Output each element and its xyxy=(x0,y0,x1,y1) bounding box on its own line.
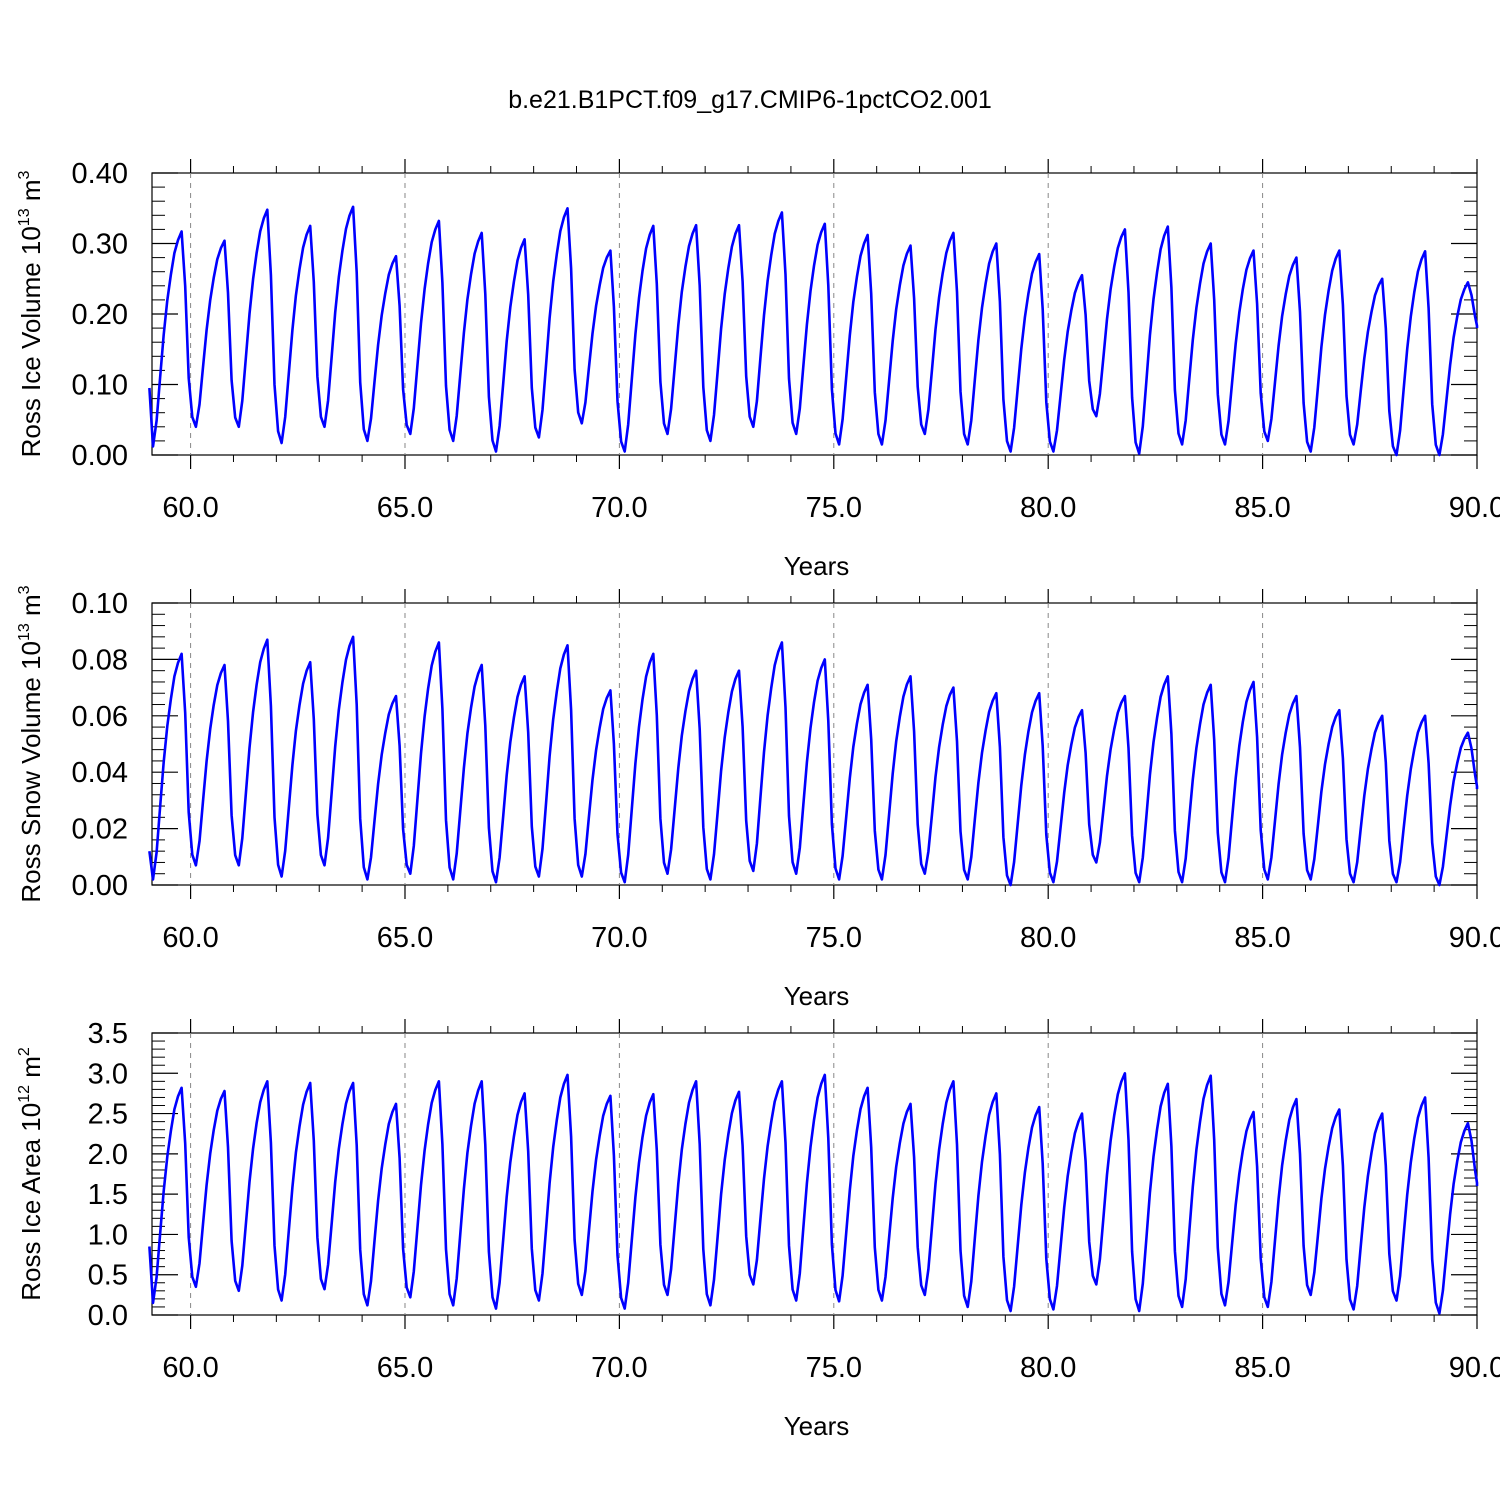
x-tick-label: 60.0 xyxy=(162,1352,218,1384)
y-tick-label: 3.5 xyxy=(88,1018,128,1050)
y-tick-label: 0.5 xyxy=(88,1260,128,1292)
series-line-ross-ice-area xyxy=(148,1072,1479,1315)
panel-ross-snow-volume: 60.0 65.0 70.0 75.0 80.0 85.0 90.0 0.00 0.02 0.04… xyxy=(16,585,1500,1011)
series-line-ross-snow-volume xyxy=(148,635,1479,887)
y-tick-label: 0.02 xyxy=(72,814,128,846)
x-tick-label: 90.0 xyxy=(1449,492,1500,524)
x-tick-label: 85.0 xyxy=(1234,492,1290,524)
x-axis-title: Years xyxy=(784,1411,850,1441)
y-tick-label: 0.20 xyxy=(72,299,128,331)
x-tick-label: 65.0 xyxy=(377,922,433,954)
y-tick-label: 2.5 xyxy=(88,1099,128,1131)
y-axis-title: Ross Snow Volume 1013 m3 xyxy=(16,585,46,902)
series-line-ross-ice-volume xyxy=(148,205,1479,457)
y-axis-title: Ross Ice Volume 1013 m3 xyxy=(16,170,46,457)
y-axis-title: Ross Ice Area 1012 m2 xyxy=(16,1047,46,1301)
y-tick-label: 0.08 xyxy=(72,644,128,676)
y-tick-label: 0.30 xyxy=(72,229,128,261)
x-tick-label: 70.0 xyxy=(591,922,647,954)
x-tick-label: 85.0 xyxy=(1234,1352,1290,1384)
y-tick-label: 3.0 xyxy=(88,1058,128,1090)
y-tick-label: 0.40 xyxy=(72,158,128,190)
x-tick-label: 90.0 xyxy=(1449,1352,1500,1384)
x-tick-label: 65.0 xyxy=(377,492,433,524)
x-tick-label: 90.0 xyxy=(1449,922,1500,954)
plot-frame xyxy=(151,602,1478,886)
y-tick-label: 0.00 xyxy=(72,440,128,472)
x-tick-label: 80.0 xyxy=(1020,1352,1076,1384)
x-tick-label: 75.0 xyxy=(806,1352,862,1384)
y-tick-label: 1.0 xyxy=(88,1219,128,1251)
panel-ross-ice-volume: 60.0 65.0 70.0 75.0 80.0 85.0 90.0 0.00 0.10 0.20… xyxy=(16,158,1500,581)
x-axis-title: Years xyxy=(784,551,850,581)
x-tick-label: 70.0 xyxy=(591,492,647,524)
x-axis-title: Years xyxy=(784,981,850,1011)
figure-title: b.e21.B1PCT.f09_g17.CMIP6-1pctCO2.001 xyxy=(508,86,992,114)
y-tick-label: 0.10 xyxy=(72,588,128,620)
y-tick-label: 2.0 xyxy=(88,1139,128,1171)
x-tick-label: 75.0 xyxy=(806,922,862,954)
x-tick-label: 60.0 xyxy=(162,492,218,524)
panel-ross-ice-area: 60.0 65.0 70.0 75.0 80.0 85.0 90.0 0.0 0.5 1.0 1.5… xyxy=(16,1018,1500,1441)
y-tick-label: 0.06 xyxy=(72,701,128,733)
y-tick-label: 0.00 xyxy=(72,870,128,902)
x-tick-label: 60.0 xyxy=(162,922,218,954)
y-tick-label: 0.10 xyxy=(72,370,128,402)
x-tick-label: 65.0 xyxy=(377,1352,433,1384)
x-tick-label: 85.0 xyxy=(1234,922,1290,954)
plot-frame xyxy=(151,1032,1478,1316)
x-tick-label: 80.0 xyxy=(1020,492,1076,524)
y-tick-label: 0.04 xyxy=(72,757,128,789)
y-tick-label: 0.0 xyxy=(88,1300,128,1332)
y-tick-label: 1.5 xyxy=(88,1179,128,1211)
x-tick-label: 80.0 xyxy=(1020,922,1076,954)
x-tick-label: 70.0 xyxy=(591,1352,647,1384)
x-tick-label: 75.0 xyxy=(806,492,862,524)
